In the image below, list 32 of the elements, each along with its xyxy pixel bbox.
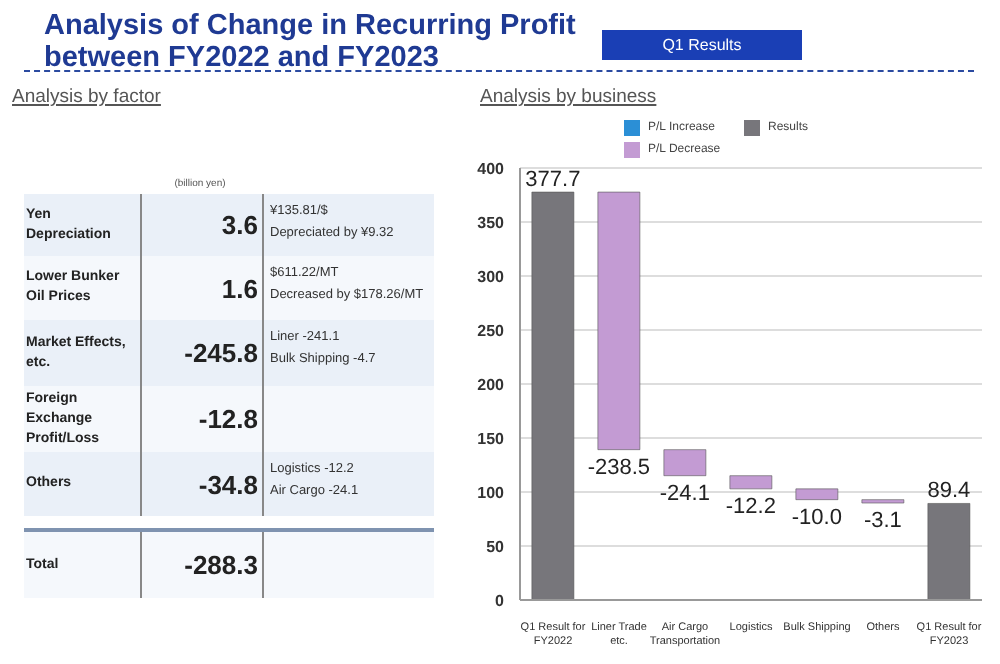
data-label: -3.1 bbox=[863, 509, 902, 534]
text: -288.3 bbox=[184, 550, 258, 580]
bar bbox=[597, 191, 641, 450]
bar bbox=[663, 449, 707, 476]
y-tick-label: 250 bbox=[477, 321, 506, 340]
y-tick-label: 300 bbox=[477, 267, 506, 286]
text: Analysis of Change in Recurring Profit between FY2022 and FY2023 bbox=[44, 10, 578, 74]
data-label: 377.7 bbox=[525, 168, 581, 193]
bar bbox=[795, 488, 839, 500]
y-tick-label: 200 bbox=[477, 375, 506, 394]
chart-title: Analysis by business bbox=[480, 86, 657, 108]
text: 1.6 bbox=[221, 273, 258, 303]
text: -12.8 bbox=[198, 404, 258, 434]
text: Q1 Results bbox=[602, 30, 802, 60]
bar bbox=[927, 503, 971, 600]
y-tick-label: 150 bbox=[477, 429, 506, 448]
data-label: -238.5 bbox=[587, 455, 651, 480]
data-label: -10.0 bbox=[791, 505, 842, 530]
data-label: -24.1 bbox=[659, 481, 710, 506]
text: Analysis by factor bbox=[12, 86, 161, 108]
y-tick-label: 100 bbox=[477, 483, 506, 502]
y-tick-label: 350 bbox=[477, 213, 506, 232]
bar bbox=[531, 191, 575, 600]
text: 3.6 bbox=[221, 210, 258, 240]
y-tick-label: 0 bbox=[495, 591, 506, 610]
data-label: -12.2 bbox=[725, 494, 776, 519]
text: -245.8 bbox=[184, 338, 258, 368]
y-tick-label: 50 bbox=[486, 537, 506, 556]
y-tick-label: 400 bbox=[477, 159, 506, 178]
bar bbox=[729, 475, 773, 490]
text: -34.8 bbox=[198, 469, 258, 499]
data-label: 89.4 bbox=[927, 479, 971, 504]
